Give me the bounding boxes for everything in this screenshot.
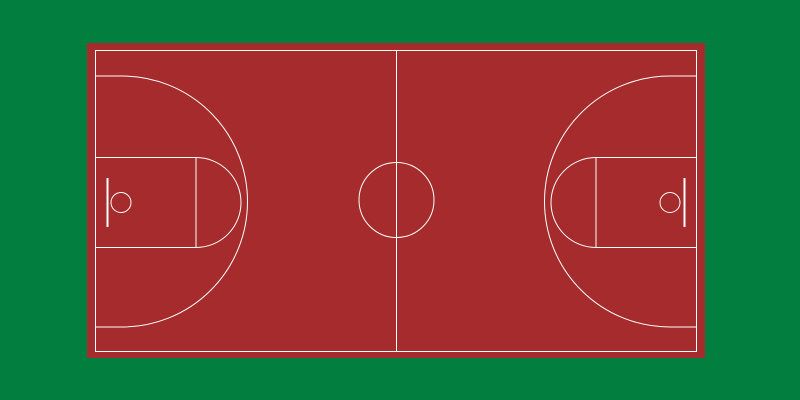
left-free-throw-arc: [195, 157, 242, 248]
right-free-throw-arc: [550, 157, 597, 248]
center-circle: [358, 162, 435, 238]
court-markings: [95, 50, 697, 352]
left-three-point-line: [95, 75, 248, 328]
right-hoop: [659, 192, 681, 213]
right-three-point-line: [544, 75, 697, 328]
left-key: [95, 157, 197, 248]
right-key: [595, 157, 697, 248]
left-hoop: [110, 192, 132, 213]
